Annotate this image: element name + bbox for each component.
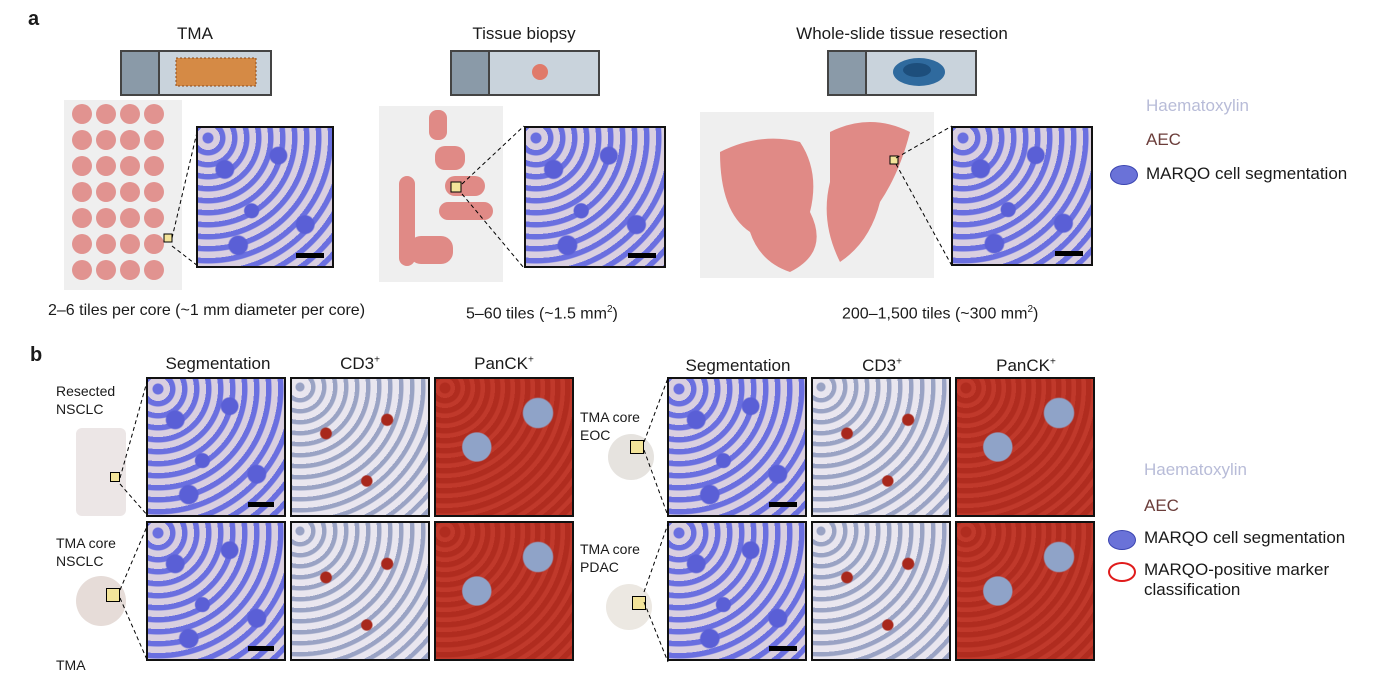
thumbnail-highlight bbox=[632, 596, 646, 610]
right-row-1-panck-tile bbox=[955, 377, 1095, 517]
right-row-2-label-line2: PDAC bbox=[580, 559, 619, 575]
right-row-2-segmentation-tile bbox=[667, 521, 807, 661]
left-col-panck-label: PanCK bbox=[474, 354, 529, 373]
right-col-cd3: CD3+ bbox=[812, 356, 952, 376]
biopsy-caption-sup: 2 bbox=[606, 304, 613, 315]
legend-b-positive-line1: MARQO-positive marker bbox=[1144, 560, 1330, 579]
right-col-cd3-label: CD3 bbox=[862, 356, 897, 375]
legend-b-aec: AEC bbox=[1144, 496, 1179, 515]
resection-caption: 200–1,500 tiles (~300 mm2) bbox=[842, 304, 1038, 323]
scale-bar bbox=[769, 646, 797, 651]
left-zoom-lines bbox=[119, 377, 149, 663]
left-row-1-label-line1: Resected bbox=[56, 383, 116, 399]
thumbnail-highlight bbox=[110, 472, 120, 482]
tma-title: TMA bbox=[177, 24, 213, 43]
left-row-2-segmentation-tile bbox=[146, 521, 286, 661]
right-row-1-cd3-tile bbox=[811, 377, 951, 517]
right-col-panck-label: PanCK bbox=[996, 356, 1051, 375]
scale-bar bbox=[769, 502, 797, 507]
left-row-2-label: TMA core NSCLC bbox=[56, 534, 116, 570]
biopsy-zoom-lines bbox=[461, 125, 525, 269]
scale-bar bbox=[1055, 251, 1083, 256]
biopsy-title: Tissue biopsy bbox=[472, 24, 576, 43]
right-row-2-panck-tile bbox=[955, 521, 1095, 661]
right-zoom-lines bbox=[643, 377, 669, 663]
panel-a-letter: a bbox=[28, 8, 40, 30]
left-row-2-thumbnail bbox=[76, 576, 126, 626]
biopsy-caption: 5–60 tiles (~1.5 mm2) bbox=[466, 304, 618, 323]
left-row-1-cd3-tile bbox=[290, 377, 430, 517]
left-row-2-panck-tile bbox=[434, 521, 574, 661]
legend-b-haematoxylin: Haematoxylin bbox=[1144, 460, 1247, 479]
right-col-panck-sup: + bbox=[1050, 356, 1056, 368]
legend-a-haematoxylin: Haematoxylin bbox=[1146, 96, 1249, 115]
right-col-segmentation: Segmentation bbox=[685, 356, 791, 375]
left-col-panck-sup: + bbox=[528, 354, 534, 366]
legend-a-segmentation: MARQO cell segmentation bbox=[1146, 164, 1348, 183]
tma-zoom-lines bbox=[171, 127, 199, 267]
right-row-2-label-line1: TMA core bbox=[580, 541, 640, 557]
biopsy-overview-image bbox=[379, 106, 503, 282]
resection-caption-sup: 2 bbox=[1027, 304, 1034, 315]
tma-overview-image bbox=[64, 100, 182, 290]
left-row-1-label: Resected NSCLC bbox=[56, 382, 115, 418]
left-col-panck: PanCK+ bbox=[434, 354, 574, 374]
resection-caption-text: 200–1,500 tiles (~300 mm bbox=[842, 305, 1028, 323]
right-row-1-segmentation-tile bbox=[667, 377, 807, 517]
left-row-1-thumbnail bbox=[76, 428, 126, 516]
left-col-segmentation: Segmentation bbox=[165, 354, 271, 373]
positive-outline-icon bbox=[1108, 562, 1136, 582]
biopsy-slide-icon bbox=[450, 50, 600, 96]
resection-overview-image bbox=[700, 112, 934, 278]
tma-caption: 2–6 tiles per core (~1 mm diameter per c… bbox=[48, 302, 366, 319]
resection-title: Whole-slide tissue resection bbox=[796, 24, 1008, 43]
resection-zoom-lines bbox=[895, 125, 953, 267]
biopsy-zoom-tile bbox=[524, 126, 666, 268]
right-row-2-cd3-tile bbox=[811, 521, 951, 661]
legend-b-positive: MARQO-positive marker classification bbox=[1144, 560, 1329, 600]
scale-bar bbox=[248, 646, 274, 651]
tma-zoom-tile bbox=[196, 126, 334, 268]
right-row-1-label-line2: EOC bbox=[580, 427, 611, 443]
legend-b-segmentation: MARQO cell segmentation bbox=[1144, 528, 1346, 547]
thumbnail-highlight bbox=[106, 588, 120, 602]
resection-zoom-tile bbox=[951, 126, 1093, 266]
cutoff-label: TMA bbox=[56, 657, 86, 673]
biopsy-caption-end: ) bbox=[612, 305, 618, 323]
resection-caption-end: ) bbox=[1033, 305, 1039, 323]
thumbnail-highlight bbox=[630, 440, 644, 454]
left-col-cd3-label: CD3 bbox=[340, 354, 375, 373]
biopsy-caption-text: 5–60 tiles (~1.5 mm bbox=[466, 305, 607, 323]
legend-a-aec: AEC bbox=[1146, 130, 1181, 149]
left-col-cd3: CD3+ bbox=[290, 354, 430, 374]
tma-slide-icon bbox=[120, 50, 272, 96]
left-row-2-cd3-tile bbox=[290, 521, 430, 661]
resection-slide-icon bbox=[827, 50, 977, 96]
right-row-1-label-line1: TMA core bbox=[580, 409, 640, 425]
panel-b-letter: b bbox=[30, 344, 43, 366]
left-row-1-panck-tile bbox=[434, 377, 574, 517]
right-row-1-label: TMA core EOC bbox=[580, 408, 640, 444]
scale-bar bbox=[296, 253, 324, 258]
left-col-cd3-sup: + bbox=[374, 354, 380, 366]
left-row-1-segmentation-tile bbox=[146, 377, 286, 517]
right-row-2-label: TMA core PDAC bbox=[580, 540, 640, 576]
scale-bar bbox=[628, 253, 656, 258]
right-col-cd3-sup: + bbox=[896, 356, 902, 368]
legend-b-positive-line2: classification bbox=[1144, 580, 1241, 599]
left-row-2-label-line2: NSCLC bbox=[56, 553, 104, 569]
right-col-panck: PanCK+ bbox=[956, 356, 1096, 376]
right-row-1-thumbnail bbox=[608, 434, 654, 480]
scale-bar bbox=[248, 502, 274, 507]
segmentation-swatch-icon bbox=[1108, 530, 1136, 550]
segmentation-swatch-icon bbox=[1110, 165, 1138, 185]
left-row-1-label-line2: NSCLC bbox=[56, 401, 104, 417]
left-row-2-label-line1: TMA core bbox=[56, 535, 116, 551]
